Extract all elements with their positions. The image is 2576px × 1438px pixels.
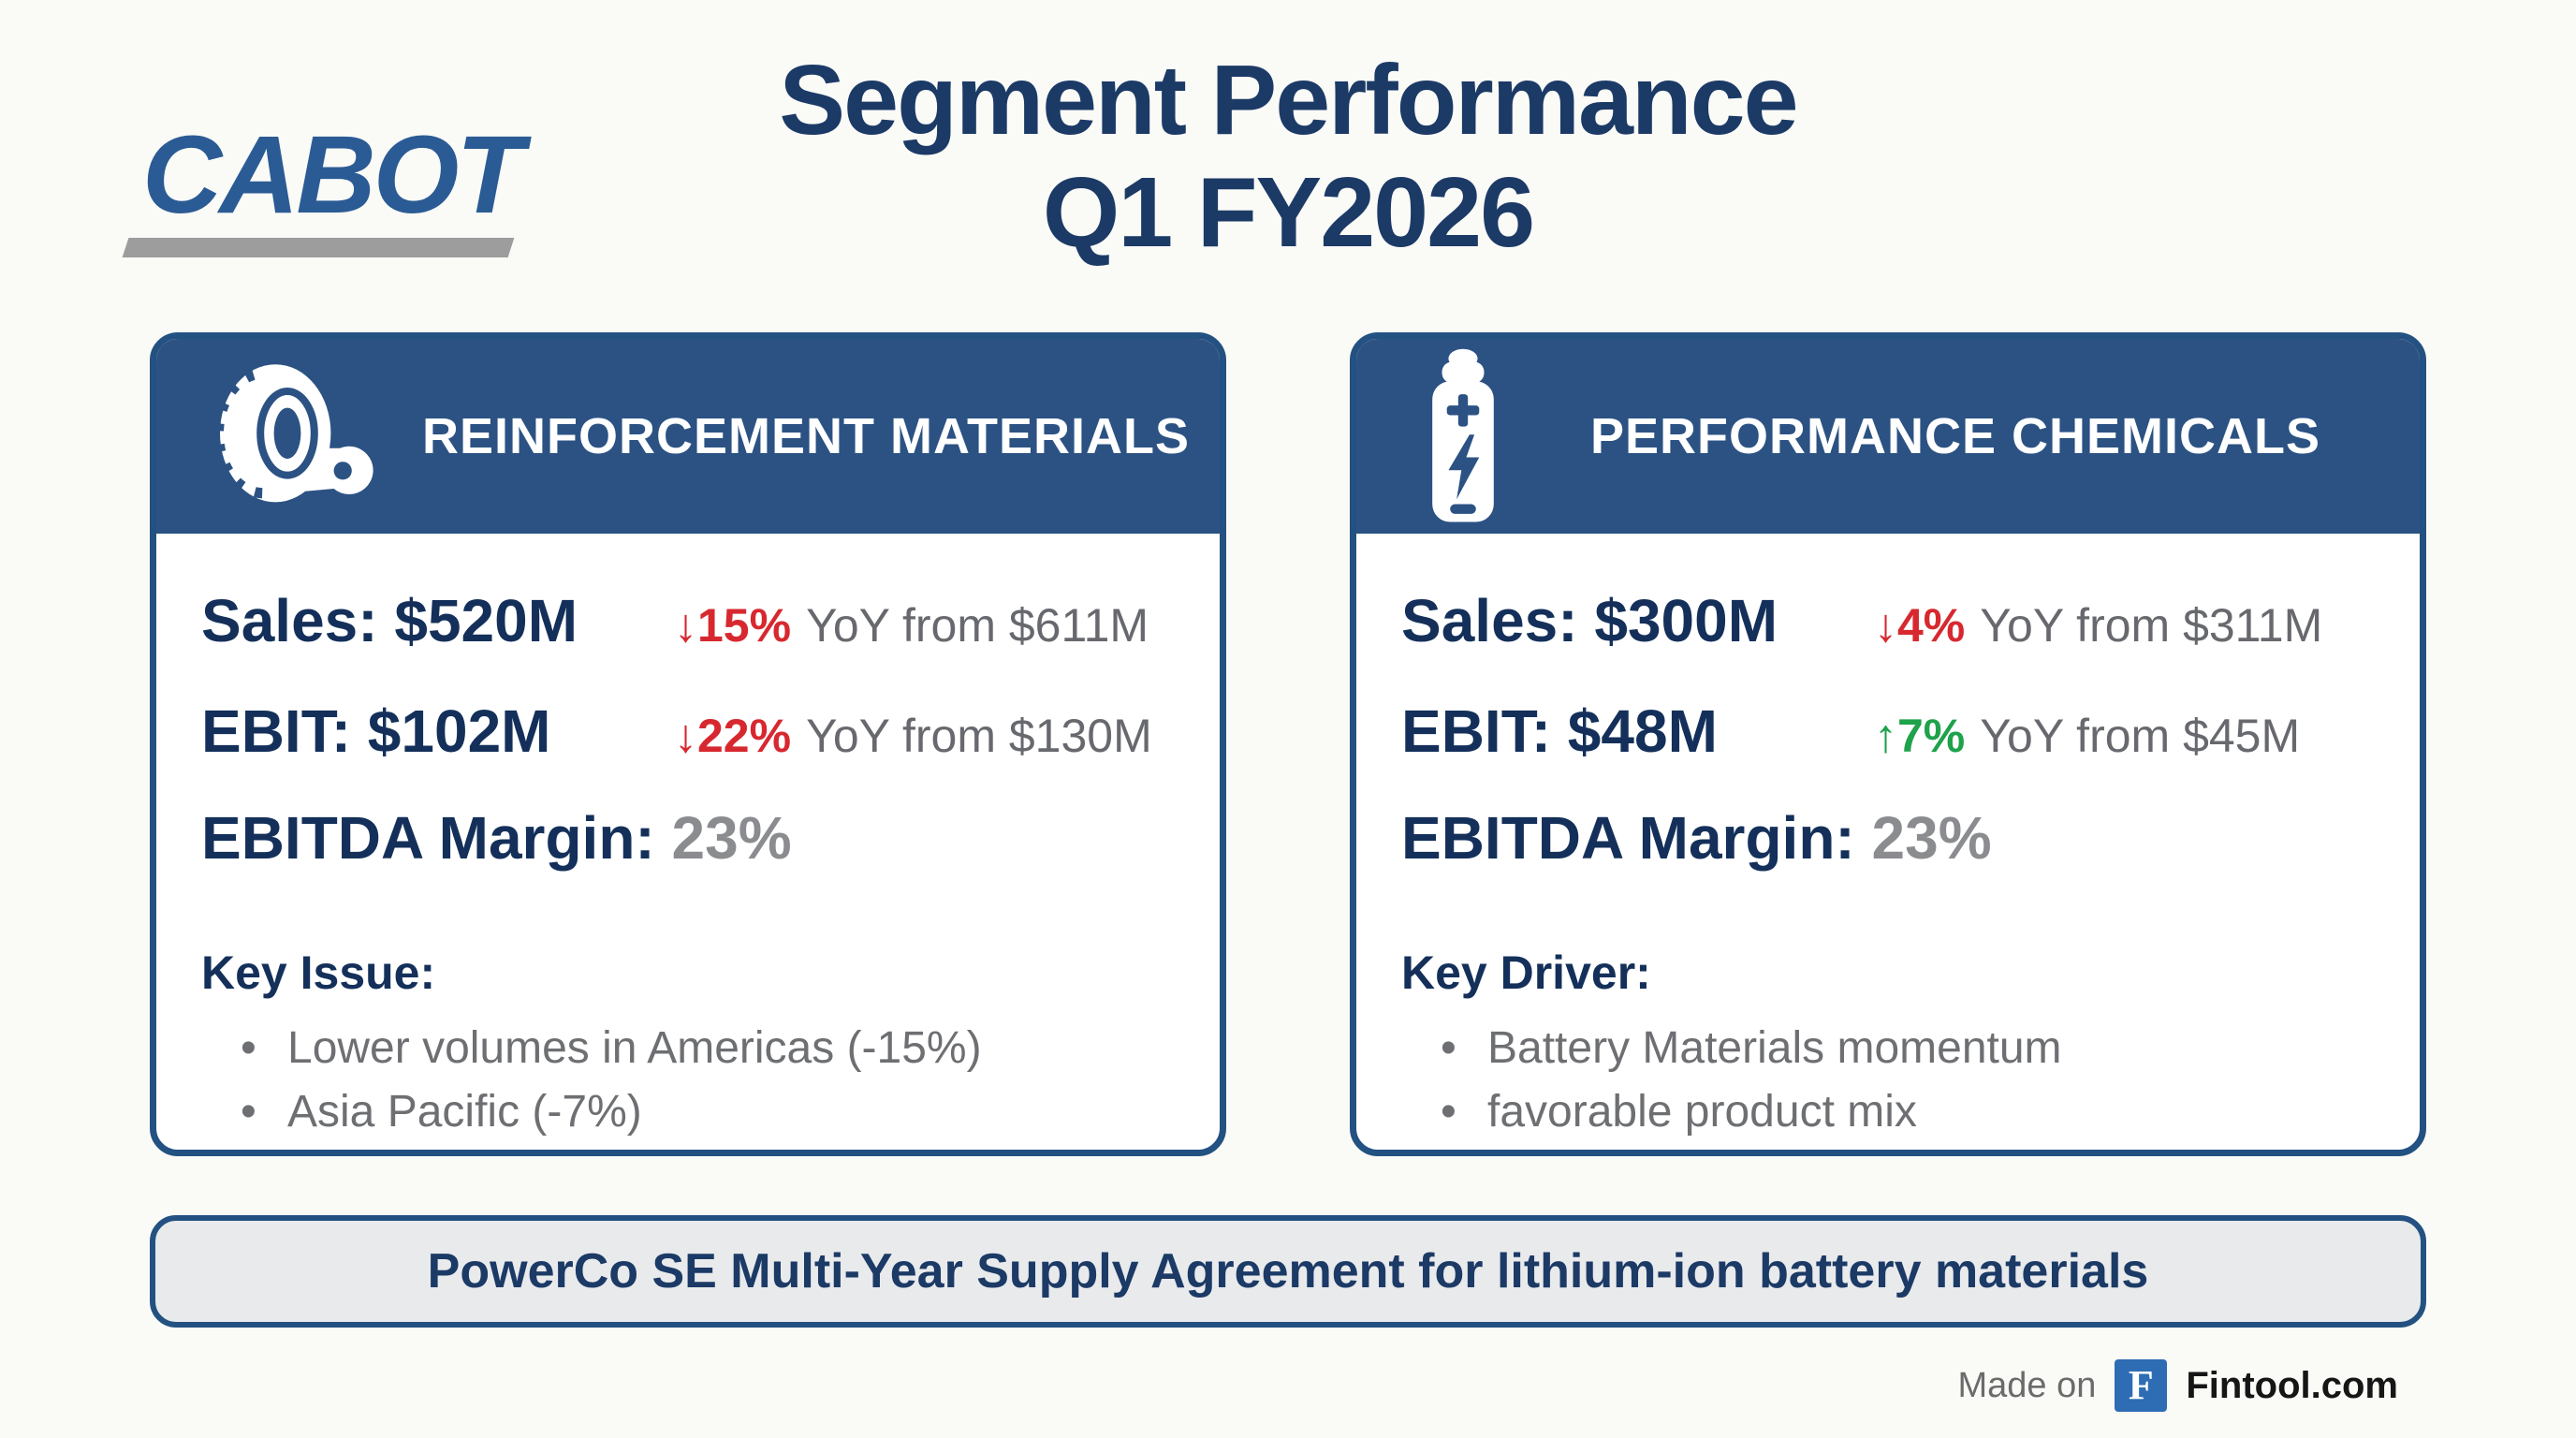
sales-delta: ↓15% [674,599,792,652]
ebitda-amount: 23% [671,804,792,872]
ebit-row: EBIT: $48M ↑7% YoY from $45M [1401,697,2375,766]
ebit-comparison: YoY from $130M [806,710,1152,762]
ebitda-amount: 23% [1871,804,1992,872]
fintool-brand: Fintool.com [2186,1364,2398,1406]
page-title-line2: Q1 FY2026 [1042,156,1535,268]
page-title-line1: Segment Performance [779,45,1798,155]
segment-body: Sales: $300M ↓4% YoY from $311M EBIT: $4… [1356,586,2420,1144]
sales-label: Sales: [1401,587,1578,654]
segment-header: PERFORMANCE CHEMICALS [1356,339,2420,534]
ebit-amount: $48M [1567,697,1718,765]
key-point: Lower volumes in Americas (-15%) [201,1017,1175,1080]
ebit-row: EBIT: $102M ↓22% YoY from $130M [201,697,1175,766]
ebit-label: EBIT: [201,697,351,765]
ebit-value: EBIT: $102M [201,697,674,766]
ebit-label: EBIT: [1401,697,1551,765]
sales-value: Sales: $520M [201,586,674,655]
key-list: Battery Materials momentum favorable pro… [1401,1017,2375,1144]
announcement-banner: PowerCo SE Multi-Year Supply Agreement f… [150,1215,2426,1328]
ebitda-label: EBITDA Margin: [1401,804,1855,872]
key-heading: Key Issue: [201,946,436,999]
sales-delta: ↓4% [1874,599,1966,652]
ebit-delta: ↑7% [1874,710,1966,762]
key-point: Battery Materials momentum [1401,1017,2375,1080]
segment-title: REINFORCEMENT MATERIALS [422,408,1190,464]
key-heading: Key Driver: [1401,946,1651,999]
sales-amount: $520M [394,587,578,654]
segment-body: Sales: $520M ↓15% YoY from $611M EBIT: $… [156,586,1220,1144]
ebitda-row: EBITDA Margin: 23% [201,803,1175,873]
ebit-comparison: YoY from $45M [1980,710,2301,762]
key-point: Asia Pacific (-7%) [201,1080,1175,1144]
sales-row: Sales: $520M ↓15% YoY from $611M [201,586,1175,655]
ebitda-value: EBITDA Margin: 23% [1401,803,1992,873]
ebit-delta: ↓22% [674,710,792,762]
sales-row: Sales: $300M ↓4% YoY from $311M [1401,586,2375,655]
ebit-amount: $102M [367,697,551,765]
sales-comparison: YoY from $611M [806,599,1149,652]
cabot-logo-underline [122,238,515,257]
sales-amount: $300M [1594,587,1778,654]
cabot-logo-text: CABOT [142,113,524,237]
key-point: favorable product mix [1401,1080,2375,1144]
page-title: Segment Performance Q1 FY2026 [779,45,1798,270]
made-on-label: Made on [1957,1365,2097,1405]
sales-value: Sales: $300M [1401,586,1874,655]
attribution: Made on F Fintool.com [1957,1359,2398,1412]
segment-card-performance-chemicals: PERFORMANCE CHEMICALS Sales: $300M ↓4% Y… [1350,332,2426,1156]
announcement-text: PowerCo SE Multi-Year Supply Agreement f… [427,1244,2149,1299]
segment-header: REINFORCEMENT MATERIALS [156,339,1220,534]
segment-card-reinforcement-materials: REINFORCEMENT MATERIALS Sales: $520M ↓15… [150,332,1226,1156]
ebitda-value: EBITDA Margin: 23% [201,803,792,873]
ebitda-row: EBITDA Margin: 23% [1401,803,2375,873]
sales-comparison: YoY from $311M [1980,599,2323,652]
ebitda-label: EBITDA Margin: [201,804,655,872]
battery-icon [1398,345,1529,528]
cabot-logo: CABOT [122,113,524,257]
sales-label: Sales: [201,587,378,654]
segment-title: PERFORMANCE CHEMICALS [1589,408,2320,464]
ebit-value: EBIT: $48M [1401,697,1874,766]
fintool-logo-icon: F [2115,1359,2168,1412]
tire-icon [198,352,422,521]
key-list: Lower volumes in Americas (-15%) Asia Pa… [201,1017,1175,1144]
